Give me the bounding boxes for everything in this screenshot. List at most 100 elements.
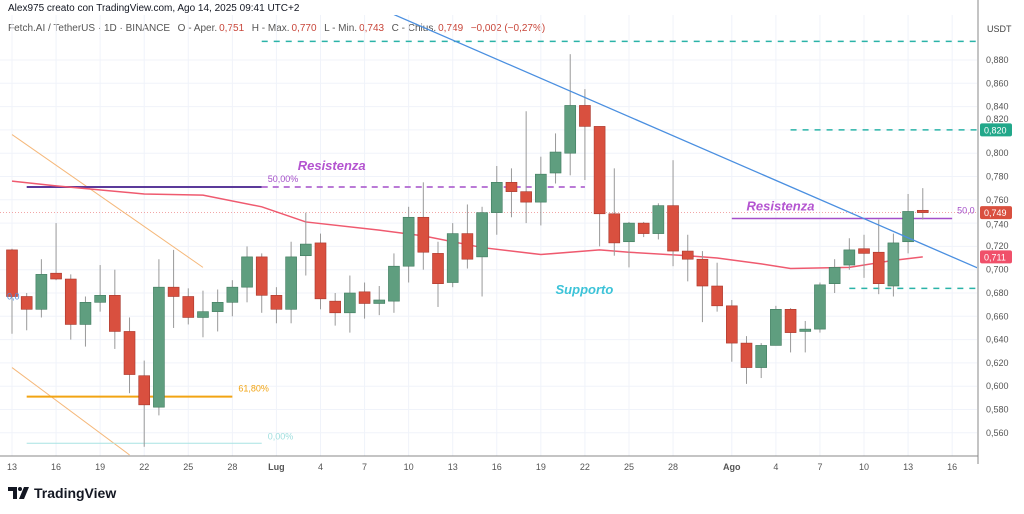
plot-area	[0, 15, 977, 456]
candle	[593, 126, 606, 247]
candle-body	[535, 173, 547, 203]
candle	[417, 182, 430, 270]
fib-0-left-label: 0,0	[7, 291, 20, 301]
price-badge	[980, 206, 1012, 220]
candle	[667, 160, 679, 267]
candle-body	[6, 249, 18, 297]
time-tick-label: 16	[947, 462, 957, 472]
candle	[314, 233, 327, 310]
candle	[799, 320, 812, 353]
candle-body	[564, 105, 577, 154]
candle	[784, 308, 797, 353]
annotation-resistenza: Resistenza	[747, 198, 815, 213]
candle-body	[916, 209, 929, 213]
candle	[64, 274, 77, 340]
low-value: 0,743	[359, 23, 385, 34]
candle-body	[623, 222, 635, 243]
candle-body	[696, 258, 709, 287]
candle-body	[490, 182, 503, 213]
time-tick-label: 10	[404, 462, 414, 472]
time-tick-label: 28	[227, 462, 237, 472]
price-tick-label: 0,780	[986, 172, 1009, 182]
time-tick-label: 16	[492, 462, 502, 472]
time-tick-label: 10	[859, 462, 869, 472]
price-tick-label: 0,700	[986, 265, 1009, 275]
candle	[814, 282, 826, 333]
candle-body	[681, 250, 694, 260]
price-chart[interactable]: 50,00% 61,80% 0,00% 0,0 50,0 Resistenza Resist…	[0, 0, 1024, 480]
candle-body	[417, 216, 430, 253]
price-tick-label: 0,680	[986, 288, 1009, 298]
price-tick-label: 0,860	[986, 78, 1009, 88]
candle	[681, 234, 694, 282]
time-tick-label: 7	[362, 462, 367, 472]
candle	[226, 280, 239, 317]
candle-body	[432, 253, 444, 284]
tradingview-logo: TradingView	[8, 485, 116, 501]
candle	[270, 287, 283, 324]
candle	[211, 289, 224, 332]
symbol-name[interactable]: Fetch.AI / TetherUS · 1D · BINANCE	[8, 23, 171, 34]
open-value: 0,751	[219, 23, 245, 34]
time-tick-label: 13	[448, 462, 458, 472]
candle-body	[373, 299, 386, 304]
candle	[329, 293, 341, 326]
candle	[255, 253, 268, 313]
time-tick-label: 4	[773, 462, 778, 472]
candle-body	[740, 342, 753, 368]
candle	[902, 193, 914, 254]
price-tick-label: 0,560	[986, 428, 1009, 438]
candle-body	[902, 211, 914, 243]
axis-unit: USDT	[987, 24, 1012, 34]
candle	[373, 286, 386, 316]
candle-body	[799, 328, 812, 332]
candle-body	[197, 311, 209, 318]
time-tick-label: 22	[139, 462, 149, 472]
price-tick-label: 0,720	[986, 241, 1009, 251]
candle-body	[358, 291, 371, 304]
orange-channel-line	[11, 134, 204, 268]
candle	[858, 234, 870, 278]
candle	[182, 288, 195, 325]
price-tick-label: 0,580	[986, 405, 1009, 415]
close-value: 0,749	[438, 23, 464, 34]
candle-body	[285, 256, 297, 310]
candle-body	[476, 212, 488, 258]
moving-average-line	[11, 180, 923, 270]
candle-body	[79, 302, 92, 325]
candle-body	[109, 295, 121, 332]
time-tick-label: 13	[7, 462, 17, 472]
candle-body	[241, 256, 253, 288]
candle-body	[270, 295, 283, 310]
candle-body	[887, 242, 900, 287]
price-tick-label: 0,800	[986, 148, 1009, 158]
symbol-legend: Fetch.AI / TetherUS · 1D · BINANCE O - A…	[8, 23, 547, 34]
candle	[535, 156, 547, 226]
fib-618-label: 61,80%	[238, 384, 269, 394]
candle-body	[872, 251, 885, 284]
candle-body	[402, 216, 415, 267]
price-tick-label: 0,820	[986, 114, 1009, 124]
candle	[299, 212, 312, 276]
candle-body	[770, 309, 782, 346]
open-label: O - Aper.	[177, 23, 218, 34]
candle-body	[858, 248, 870, 254]
candle-body	[167, 286, 180, 297]
candle	[623, 221, 635, 268]
price-badge-label: 0,820	[984, 125, 1007, 135]
candle-body	[608, 213, 621, 244]
candle-body	[652, 205, 665, 234]
candle	[6, 248, 18, 334]
price-badge-label: 0,711	[984, 252, 1006, 262]
candle	[153, 259, 165, 416]
price-tick-label: 0,620	[986, 358, 1009, 368]
time-tick-label: Ago	[723, 462, 741, 472]
candle	[446, 223, 459, 288]
price-tick-label: 0,840	[986, 102, 1009, 112]
candle	[770, 305, 782, 346]
candle	[652, 203, 665, 240]
candle	[726, 299, 738, 362]
price-tick-label: 0,880	[986, 55, 1009, 65]
close-label: C - Chius.	[391, 23, 437, 34]
high-value: 0,770	[291, 23, 317, 34]
